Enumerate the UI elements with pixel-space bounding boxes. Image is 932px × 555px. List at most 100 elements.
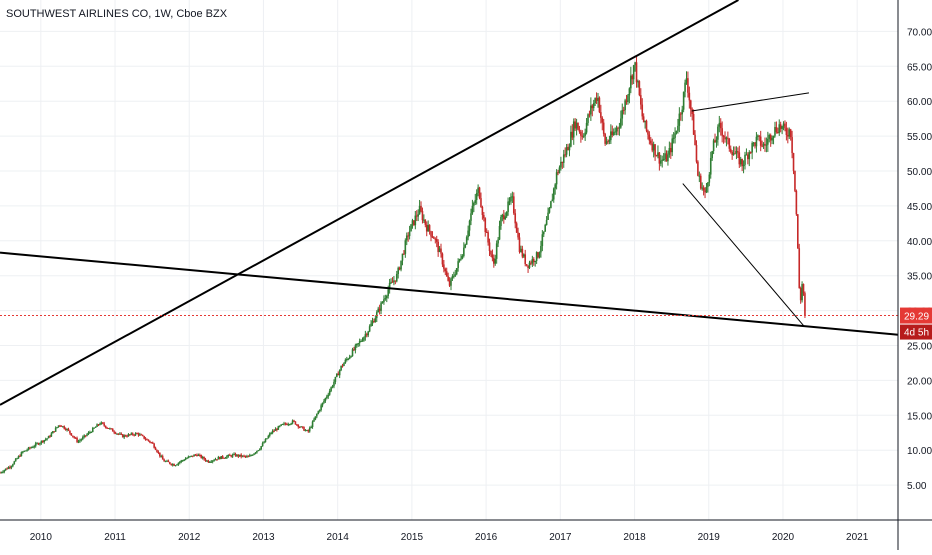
candle-body — [777, 132, 779, 134]
y-tick-label: 65.00 — [907, 62, 932, 73]
candle-body — [438, 248, 441, 253]
candle-body — [575, 122, 578, 129]
candle-body — [427, 225, 429, 232]
y-tick-label: 55.00 — [907, 132, 932, 143]
candle-body — [562, 154, 565, 163]
candle-body — [294, 421, 297, 425]
candle-body — [477, 187, 479, 193]
candle-body — [410, 224, 412, 232]
candle-body — [347, 358, 350, 360]
candle-body — [3, 470, 6, 472]
candle-body — [358, 341, 361, 344]
candle-body — [685, 78, 688, 83]
candle-body — [500, 216, 502, 227]
candle-body — [437, 241, 439, 253]
candle-body — [7, 466, 10, 469]
x-tick-label: 2010 — [30, 532, 53, 543]
candle-body — [170, 463, 173, 465]
x-tick-label: 2019 — [698, 532, 721, 543]
candle-body — [621, 109, 624, 119]
candle-body — [729, 148, 732, 152]
lower-trendline — [0, 251, 898, 336]
candle-body — [367, 331, 370, 336]
candle-body — [464, 244, 467, 248]
candle-body — [377, 308, 380, 313]
y-tick-label: 70.00 — [907, 27, 932, 38]
candle-body — [505, 211, 508, 217]
candle-body — [801, 284, 803, 301]
candle-body — [600, 112, 602, 118]
candle-body — [96, 424, 98, 427]
candle-body — [214, 459, 217, 461]
candle-body — [771, 138, 773, 141]
candle-body — [494, 258, 497, 264]
x-tick-label: 2018 — [623, 532, 646, 543]
candle-body — [548, 208, 551, 213]
candle-body — [286, 424, 288, 426]
candle-body — [614, 131, 616, 133]
candle-body — [10, 466, 13, 468]
candle-body — [250, 455, 252, 457]
candle-body — [602, 122, 605, 134]
candle-body — [133, 434, 135, 436]
x-tick-label: 2020 — [772, 532, 795, 543]
candle-body — [737, 151, 739, 153]
candle-body — [424, 219, 427, 225]
candle-body — [69, 430, 71, 434]
candle-body — [792, 153, 795, 171]
candle-body — [153, 443, 155, 448]
candle-body — [461, 255, 464, 259]
candle-body — [632, 65, 635, 80]
candle-body — [110, 428, 113, 430]
candle-body — [650, 140, 652, 144]
candle-body — [594, 98, 596, 104]
y-tick-label: 50.00 — [907, 167, 932, 178]
candle-body — [557, 172, 559, 174]
candle-body — [79, 440, 81, 442]
candle-body — [538, 252, 541, 258]
candle-body — [370, 323, 372, 327]
candle-body — [161, 456, 164, 460]
candle-body — [39, 443, 41, 445]
candle-body — [512, 196, 515, 214]
candle-body — [141, 435, 144, 437]
candle-body — [47, 436, 50, 439]
candle-body — [240, 454, 242, 457]
candle-body — [357, 343, 360, 345]
candle-body — [508, 201, 511, 203]
candle-body — [473, 202, 475, 206]
candle-body — [634, 62, 636, 66]
candle-body — [652, 144, 655, 151]
candle-body — [721, 128, 723, 136]
candle-body — [314, 416, 317, 420]
candle-body — [238, 454, 241, 457]
candle-body — [678, 113, 681, 126]
candle-body — [607, 141, 609, 143]
candle-body — [270, 432, 272, 434]
candle-body — [544, 224, 546, 232]
candle-body — [311, 421, 314, 427]
candle-body — [101, 422, 104, 424]
candle-body — [565, 147, 568, 155]
x-tick-label: 2017 — [549, 532, 572, 543]
candle-body — [532, 258, 535, 263]
candle-body — [313, 419, 315, 422]
candle-body — [277, 426, 280, 430]
candle-body — [423, 219, 425, 221]
resistance-line — [691, 92, 810, 112]
candle-body — [196, 454, 198, 456]
candle-body — [208, 461, 211, 463]
candle-body — [527, 265, 529, 268]
candle-body — [12, 464, 14, 467]
candle-body — [707, 182, 709, 187]
candle-body — [323, 400, 325, 403]
candle-body — [788, 129, 791, 137]
candle-body — [739, 159, 742, 165]
candle-body — [420, 205, 422, 212]
candle-body — [541, 234, 544, 246]
candle-body — [451, 276, 454, 279]
candle-body — [147, 439, 150, 441]
candle-body — [625, 100, 628, 102]
candle-body — [237, 454, 240, 457]
